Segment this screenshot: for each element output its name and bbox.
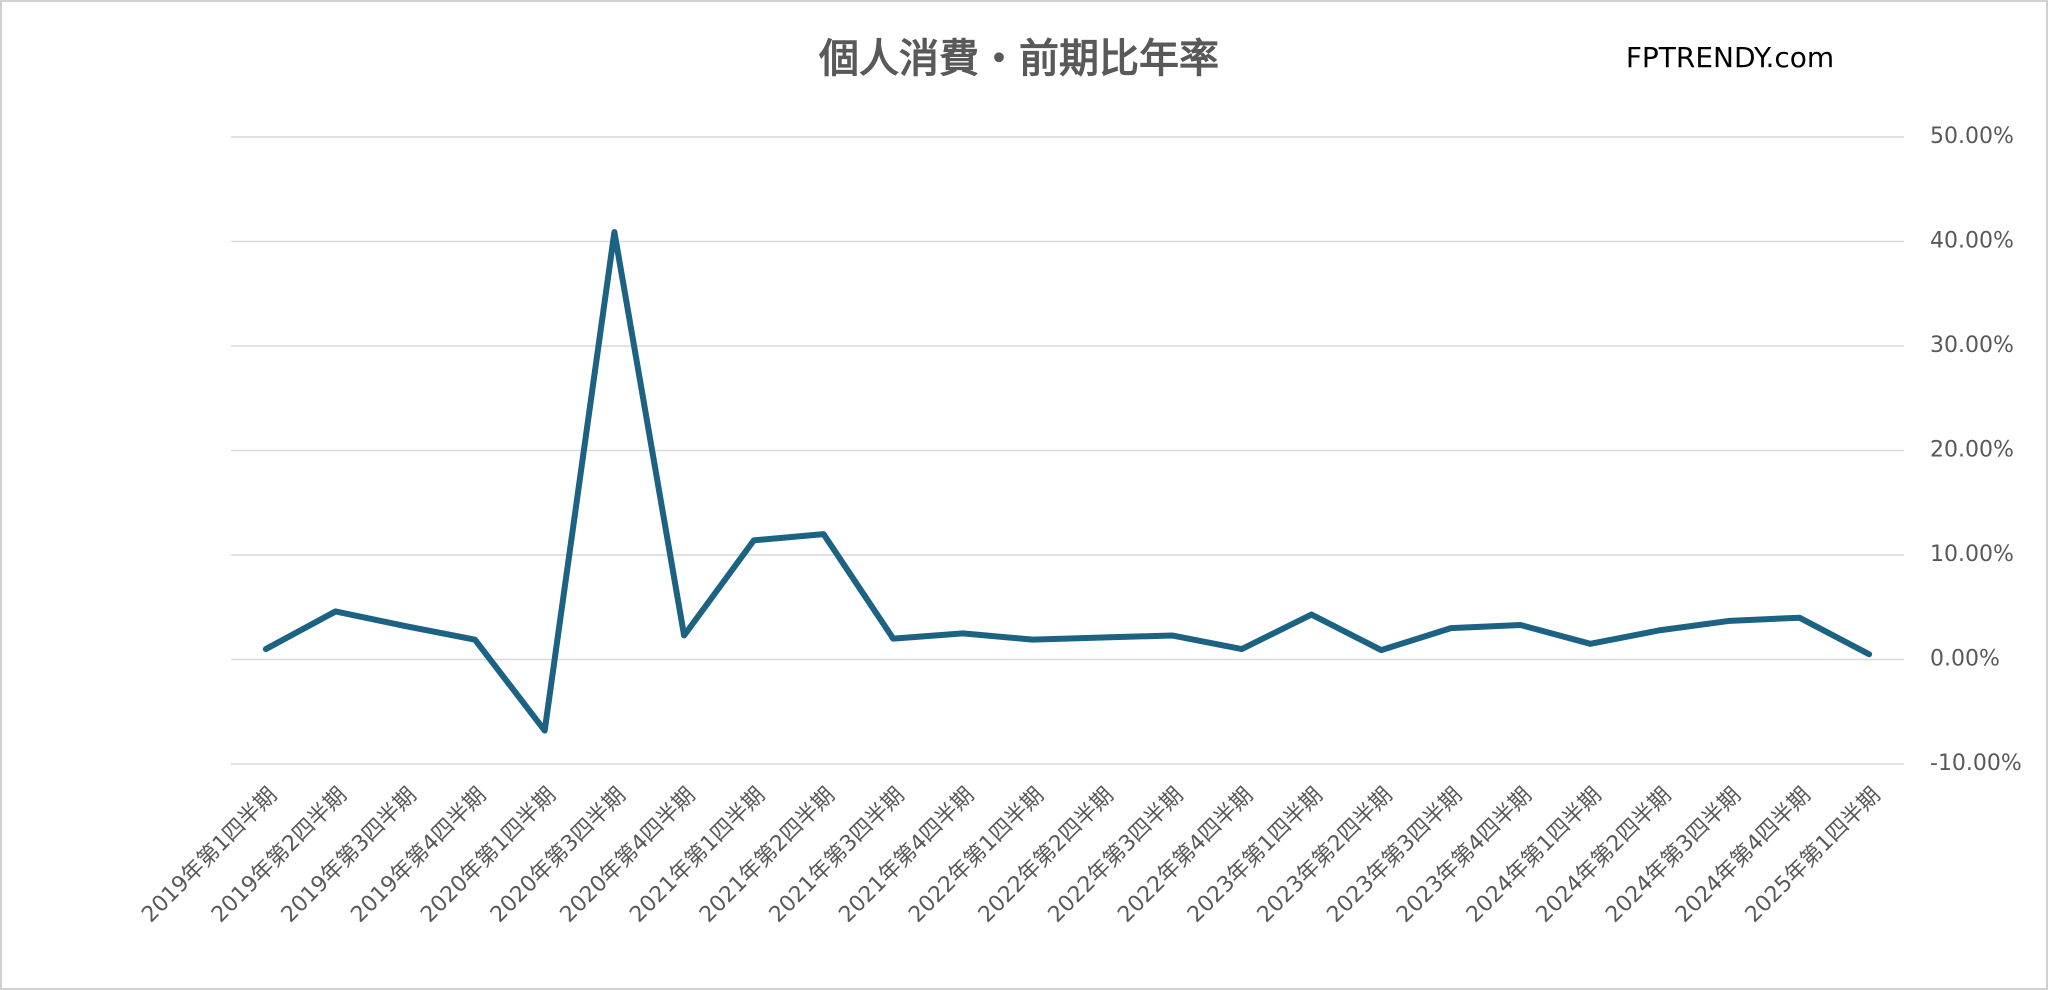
y-tick-label: -10.00% — [1930, 751, 2022, 776]
chart-title: 個人消費・前期比年率 — [818, 36, 1219, 82]
y-tick-label: 0.00% — [1930, 647, 2000, 672]
y-tick-label: 30.00% — [1930, 333, 2014, 358]
y-tick-label: 20.00% — [1930, 438, 2014, 463]
y-tick-label: 10.00% — [1930, 542, 2014, 567]
line — [262, 229, 1873, 734]
y-tick-label: 50.00% — [1930, 124, 2014, 149]
annotation: FPTRENDY.com — [1626, 41, 1834, 74]
y-tick-label: 40.00% — [1930, 229, 2014, 254]
